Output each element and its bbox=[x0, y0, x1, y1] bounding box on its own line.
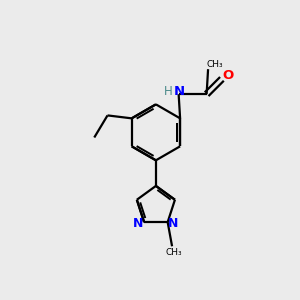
Text: O: O bbox=[222, 69, 233, 82]
Text: CH₃: CH₃ bbox=[165, 248, 182, 257]
Text: H: H bbox=[164, 85, 173, 98]
Text: N: N bbox=[168, 217, 179, 230]
Text: N: N bbox=[133, 217, 143, 230]
Text: N: N bbox=[174, 85, 185, 98]
Text: CH₃: CH₃ bbox=[206, 60, 223, 69]
